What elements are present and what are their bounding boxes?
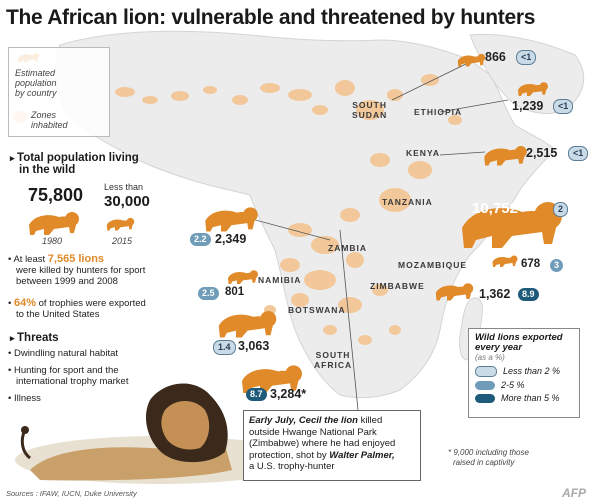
sources: Sources : IFAW, IUCN, Duke University [6, 489, 137, 498]
legend-zones-label: Zones inhabited [31, 110, 68, 130]
inhabited-zones [115, 74, 462, 345]
export-legend-item-low: Less than 2 % [475, 366, 573, 378]
population-botswana: 3,063 [238, 339, 270, 353]
lion-icon-mozambique [492, 255, 518, 267]
country-label-ethiopia: ETHIOPIA [414, 107, 463, 117]
country-label-kenya: KENYA [406, 148, 440, 158]
lion-icon-kenya [484, 145, 527, 166]
lion-icon-botswana [218, 311, 277, 338]
population-mozambique: 678 [521, 258, 541, 270]
export-badge-zambia: 2.2 [190, 233, 211, 246]
export-legend-item-high: More than 5 % [475, 393, 573, 404]
population-south-africa: 3,284* [270, 387, 307, 401]
threat-hunting: • Hunting for sport and the internationa… [8, 365, 129, 387]
fact-hunted-lions: • At least 7,565 lions were killed by hu… [8, 253, 146, 288]
population-ethiopia: 1,239 [512, 99, 544, 113]
export-legend: Wild lions exported every year (as a %) … [468, 328, 580, 418]
footnote: * 9,000 including those raised in captiv… [448, 448, 529, 467]
export-legend-item-mid: 2-5 % [475, 380, 573, 391]
country-label-botswana: BOTSWANA [288, 305, 346, 315]
population-zimbabwe: 1,362 [479, 287, 511, 301]
country-label-mozambique: MOZAMBIQUE [398, 260, 468, 270]
threats-title: ▸ Threats [10, 332, 59, 344]
export-badge-ethiopia: <1 [553, 99, 574, 114]
page-title: The African lion: vulnerable and threate… [6, 6, 536, 29]
export-legend-title: Wild lions exported every year [475, 332, 563, 353]
lion-icon-1980 [29, 212, 79, 235]
lion-icon-zambia [205, 207, 258, 232]
export-badge-mozambique: 3 [550, 259, 564, 272]
population-zambia: 2,349 [215, 232, 247, 246]
threat-habitat: • Dwindling natural habitat [8, 348, 119, 359]
year-1980: 1980 [42, 236, 63, 246]
export-badge-south-sudan: <1 [516, 50, 537, 65]
fact-trophies-exported: • 64% of trophies were exported to the U… [8, 297, 146, 321]
country-label-zambia: ZAMBIA [328, 243, 368, 253]
population-south-sudan: 866 [485, 50, 506, 64]
lion-icon-2015 [106, 217, 135, 231]
population-kenya: 2,515 [526, 146, 558, 160]
cecil-lion-photo [15, 383, 305, 484]
total-2015-value: 30,000 [104, 193, 150, 210]
total-1980-value: 75,800 [28, 185, 84, 205]
country-label-zimbabwe: ZIMBABWE [370, 281, 425, 291]
leader-lines [247, 61, 509, 431]
country-label-tanzania: TANZANIA [382, 197, 433, 207]
lion-icon-namibia [228, 270, 258, 284]
cecil-callout: Early July, Cecil the lion killed outsid… [243, 410, 421, 481]
export-badge-kenya: <1 [568, 146, 589, 161]
map-legend: Estimated population by country Zones in… [8, 47, 110, 137]
country-label-south-africa: SOUTH AFRICA [314, 350, 353, 370]
lion-icon-ethiopia [518, 82, 548, 96]
export-badge-namibia: 2.5 [198, 287, 219, 300]
year-2015: 2015 [112, 236, 133, 246]
total-population-title: ▸ Total population living in the wild [10, 152, 139, 176]
country-label-namibia: NAMIBIA [258, 275, 302, 285]
legend-estimated-label: Estimated population by country [15, 68, 57, 98]
lion-icon-zimbabwe [435, 283, 474, 301]
country-label-south-sudan: SOUTH SUDAN [352, 100, 388, 120]
lion-icon-south-africa [242, 365, 302, 393]
less-than-label: Less than [104, 182, 144, 192]
population-tanzania: 10,752 [472, 200, 518, 217]
lion-icon-south-sudan [457, 53, 486, 67]
export-legend-unit: (as a %) [475, 353, 505, 362]
afp-logo: AFP [562, 486, 586, 500]
export-badge-south-africa: 8.7 [246, 388, 267, 401]
threat-illness: • Illness [8, 393, 41, 404]
export-badge-tanzania: 2 [553, 202, 569, 217]
export-badge-botswana: 1.4 [213, 340, 236, 355]
population-namibia: 801 [225, 286, 245, 298]
africa-landmass [55, 30, 556, 399]
export-badge-zimbabwe: 8.9 [518, 288, 539, 301]
